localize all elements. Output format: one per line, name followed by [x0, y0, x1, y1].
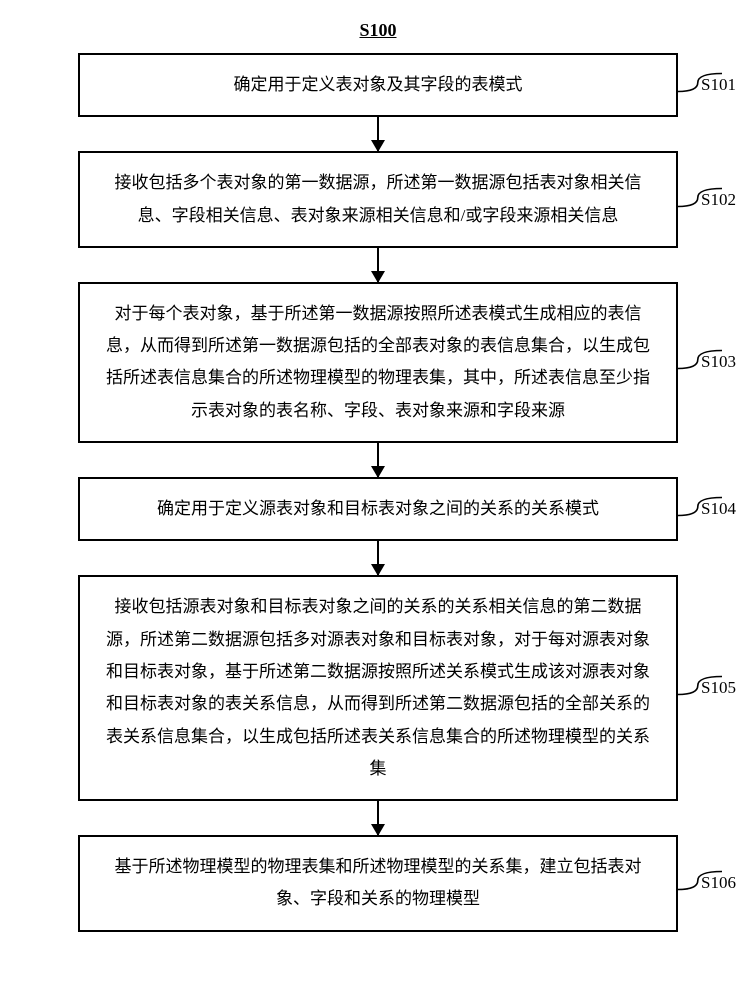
flow-step: 接收包括多个表对象的第一数据源，所述第一数据源包括表对象相关信息、字段相关信息、…: [20, 151, 736, 248]
flow-step: 确定用于定义源表对象和目标表对象之间的关系的关系模式 S104: [20, 477, 736, 541]
flow-step-label: S103: [701, 352, 736, 372]
flow-step-label: S105: [701, 678, 736, 698]
nodes-container: 确定用于定义表对象及其字段的表模式 S101 接收包括多个表对象的第一数据源，所述…: [20, 53, 736, 932]
flow-step-label: S102: [701, 190, 736, 210]
diagram-title: S100: [20, 20, 736, 41]
flow-step: 接收包括源表对象和目标表对象之间的关系的关系相关信息的第二数据源，所述第二数据源…: [20, 575, 736, 801]
flow-arrow: [377, 541, 379, 575]
flow-step-label: S104: [701, 499, 736, 519]
flow-step-box: 接收包括源表对象和目标表对象之间的关系的关系相关信息的第二数据源，所述第二数据源…: [78, 575, 678, 801]
flow-step: 确定用于定义表对象及其字段的表模式 S101: [20, 53, 736, 117]
flowchart-diagram: S100 确定用于定义表对象及其字段的表模式 S101 接收包括多个表对象的第一数…: [20, 20, 736, 932]
flow-step-box: 基于所述物理模型的物理表集和所述物理模型的关系集，建立包括表对象、字段和关系的物…: [78, 835, 678, 932]
flow-step: 对于每个表对象，基于所述第一数据源按照所述表模式生成相应的表信息，从而得到所述第…: [20, 282, 736, 443]
flow-arrow: [377, 443, 379, 477]
flow-step-box: 接收包括多个表对象的第一数据源，所述第一数据源包括表对象相关信息、字段相关信息、…: [78, 151, 678, 248]
flow-step-label: S101: [701, 75, 736, 95]
flow-arrow: [377, 248, 379, 282]
flow-step-label: S106: [701, 873, 736, 893]
flow-step-box: 确定用于定义表对象及其字段的表模式: [78, 53, 678, 117]
flow-arrow: [377, 801, 379, 835]
flow-step-box: 确定用于定义源表对象和目标表对象之间的关系的关系模式: [78, 477, 678, 541]
flow-step: 基于所述物理模型的物理表集和所述物理模型的关系集，建立包括表对象、字段和关系的物…: [20, 835, 736, 932]
flow-step-box: 对于每个表对象，基于所述第一数据源按照所述表模式生成相应的表信息，从而得到所述第…: [78, 282, 678, 443]
flow-arrow: [377, 117, 379, 151]
